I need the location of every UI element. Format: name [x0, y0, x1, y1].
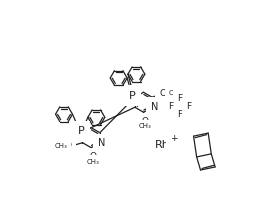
Text: O: O — [160, 89, 166, 98]
Text: CH₃: CH₃ — [55, 143, 68, 149]
Text: P: P — [129, 91, 136, 101]
Text: Rh: Rh — [155, 140, 170, 150]
Text: F: F — [186, 102, 192, 111]
Text: F: F — [177, 94, 182, 103]
Text: F: F — [177, 110, 182, 119]
Text: CH₃: CH₃ — [86, 159, 99, 164]
Text: N: N — [98, 138, 105, 148]
Text: O: O — [89, 152, 96, 161]
Text: ⁻: ⁻ — [181, 97, 184, 107]
Text: N: N — [151, 102, 158, 112]
Text: CH₃: CH₃ — [168, 90, 181, 96]
Text: O: O — [141, 117, 149, 126]
Text: B: B — [176, 102, 183, 112]
Text: F: F — [168, 102, 173, 111]
Text: O: O — [65, 141, 72, 150]
Text: P: P — [78, 126, 84, 136]
Text: +: + — [171, 134, 178, 143]
Text: CH₃: CH₃ — [139, 123, 151, 129]
